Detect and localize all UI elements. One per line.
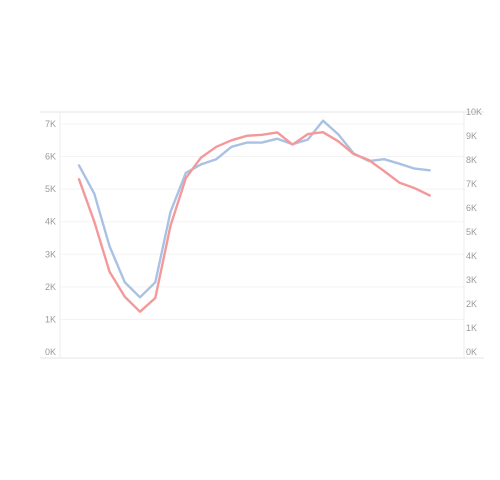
right-tick-label: 7K xyxy=(466,179,477,189)
left-y-axis: 0K 1K 2K 3K 4K 5K 6K 7K xyxy=(45,119,56,357)
gridlines xyxy=(60,123,464,320)
left-tick-label: 2K xyxy=(45,282,56,292)
right-tick-label: 1K xyxy=(466,323,477,333)
left-tick-label: 6K xyxy=(45,152,56,162)
right-tick-label: 2K xyxy=(466,299,477,309)
right-tick-label: 3K xyxy=(466,275,477,285)
right-tick-label: 6K xyxy=(466,203,477,213)
right-tick-label: 9K xyxy=(466,131,477,141)
right-tick-label: 10K xyxy=(466,107,482,117)
right-tick-label: 8K xyxy=(466,155,477,165)
series-line-1 xyxy=(77,119,431,299)
right-tick-label: 0K xyxy=(466,347,477,357)
plot-frame xyxy=(40,111,484,359)
left-tick-label: 1K xyxy=(45,314,56,324)
series-layer xyxy=(77,119,431,313)
left-tick-label: 0K xyxy=(45,347,56,357)
left-tick-label: 4K xyxy=(45,217,56,227)
left-tick-label: 7K xyxy=(45,119,56,129)
right-tick-label: 4K xyxy=(466,251,477,261)
left-tick-label: 3K xyxy=(45,249,56,259)
right-tick-label: 5K xyxy=(466,227,477,237)
right-y-axis: 0K 1K 2K 3K 4K 5K 6K 7K 8K 9K 10K xyxy=(466,107,482,357)
left-tick-label: 5K xyxy=(45,184,56,194)
series-line-2 xyxy=(77,130,431,313)
